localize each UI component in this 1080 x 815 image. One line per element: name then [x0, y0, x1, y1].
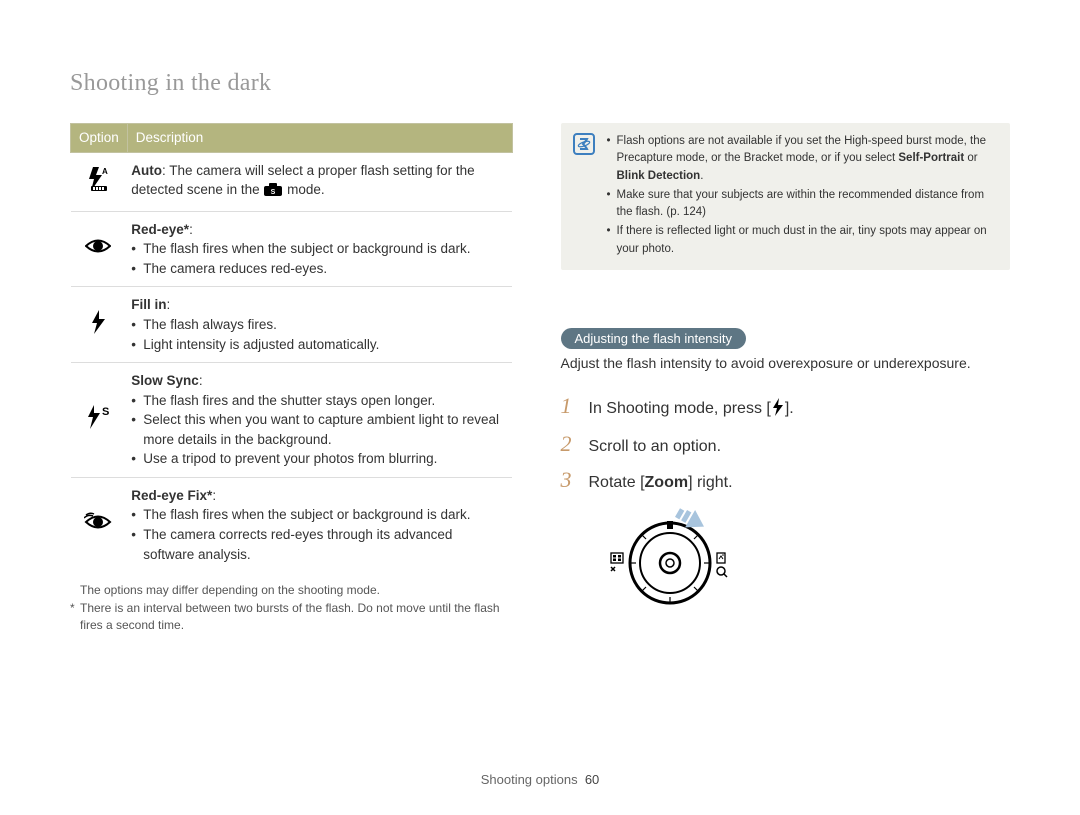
red-eye-fix-icon	[84, 520, 112, 535]
options-table: Option Description A	[70, 123, 513, 572]
cs-mode-icon: S	[263, 183, 283, 203]
red-eye-icon	[85, 243, 111, 258]
slow-sync-icon: S	[85, 418, 111, 433]
note-item: Flash options are not available if you s…	[607, 133, 997, 185]
section-subtext: Adjust the flash intensity to avoid over…	[561, 355, 1011, 371]
step-text: ].	[785, 400, 794, 417]
option-title: Red-eye*	[131, 222, 189, 237]
note-item: If there is reflected light or much dust…	[607, 223, 997, 258]
page-title: Shooting in the dark	[70, 70, 1010, 97]
table-row: S Slow Sync: The flash fires and the shu…	[71, 363, 513, 478]
step-number: 3	[561, 467, 589, 493]
option-bullet: Light intensity is adjusted automaticall…	[131, 335, 506, 355]
option-colon: :	[167, 297, 171, 312]
option-title: Slow Sync	[131, 373, 199, 388]
option-title: Fill in	[131, 297, 166, 312]
table-row: A Auto: The camera will select a proper …	[71, 152, 513, 211]
step-bold: Zoom	[645, 474, 689, 491]
table-header-description: Description	[127, 124, 512, 153]
option-text-tail: mode.	[283, 182, 324, 197]
note-text: or	[964, 152, 977, 164]
note-bold: Self-Portrait	[898, 152, 964, 164]
right-column: Flash options are not available if you s…	[561, 123, 1011, 634]
flash-auto-icon: A	[85, 180, 111, 195]
footnote-text: The options may differ depending on the …	[80, 582, 380, 599]
option-bullet: Use a tripod to prevent your photos from…	[131, 449, 506, 469]
step-item: 3 Rotate [Zoom] right.	[561, 467, 1011, 493]
left-column: Option Description A	[70, 123, 513, 634]
option-bullet: The flash fires when the subject or back…	[131, 239, 506, 259]
step-number: 2	[561, 431, 589, 457]
table-row: Red-eye Fix*: The flash fires when the s…	[71, 477, 513, 572]
option-colon: :	[212, 488, 216, 503]
option-bullet: Select this when you want to capture amb…	[131, 410, 506, 449]
option-title: Auto	[131, 163, 162, 178]
footnote-text: There is an interval between two bursts …	[80, 600, 513, 635]
option-bullet: The flash always fires.	[131, 315, 506, 335]
svg-text:A: A	[102, 167, 108, 176]
step-text: Scroll to an option.	[589, 438, 722, 456]
step-text: Rotate [	[589, 474, 645, 491]
option-colon: :	[189, 222, 193, 237]
note-bold: Blink Detection	[617, 170, 701, 182]
option-colon: :	[199, 373, 203, 388]
fill-in-icon	[88, 323, 108, 338]
table-row: Red-eye*: The flash fires when the subje…	[71, 211, 513, 287]
step-text: In Shooting mode, press [	[589, 400, 771, 417]
step-text: ] right.	[688, 474, 732, 491]
svg-text:S: S	[102, 406, 109, 418]
step-item: 1 In Shooting mode, press [].	[561, 393, 1011, 421]
note-box: Flash options are not available if you s…	[561, 123, 1011, 270]
note-icon	[573, 133, 595, 155]
table-row: Fill in: The flash always fires. Light i…	[71, 287, 513, 363]
option-bullet: The camera reduces red-eyes.	[131, 259, 506, 279]
option-bullet: The flash fires when the subject or back…	[131, 505, 506, 525]
option-bullet: The flash fires and the shutter stays op…	[131, 391, 506, 411]
step-item: 2 Scroll to an option.	[561, 431, 1011, 457]
zoom-dial-diagram	[605, 503, 1011, 618]
step-number: 1	[561, 393, 589, 419]
flash-button-icon	[771, 398, 785, 421]
option-title: Red-eye Fix*	[131, 488, 212, 503]
footer-page: 60	[585, 772, 599, 787]
footnotes: The options may differ depending on the …	[70, 582, 513, 634]
option-bullet: The camera corrects red-eyes through its…	[131, 525, 506, 564]
note-text: .	[700, 170, 703, 182]
note-item: Make sure that your subjects are within …	[607, 187, 997, 222]
svg-text:S: S	[271, 189, 276, 196]
section-heading: Adjusting the flash intensity	[561, 328, 747, 349]
page-footer: Shooting options 60	[0, 772, 1080, 787]
footer-label: Shooting options	[481, 772, 578, 787]
table-header-option: Option	[71, 124, 128, 153]
steps-list: 1 In Shooting mode, press []. 2 Scroll t…	[561, 393, 1011, 493]
